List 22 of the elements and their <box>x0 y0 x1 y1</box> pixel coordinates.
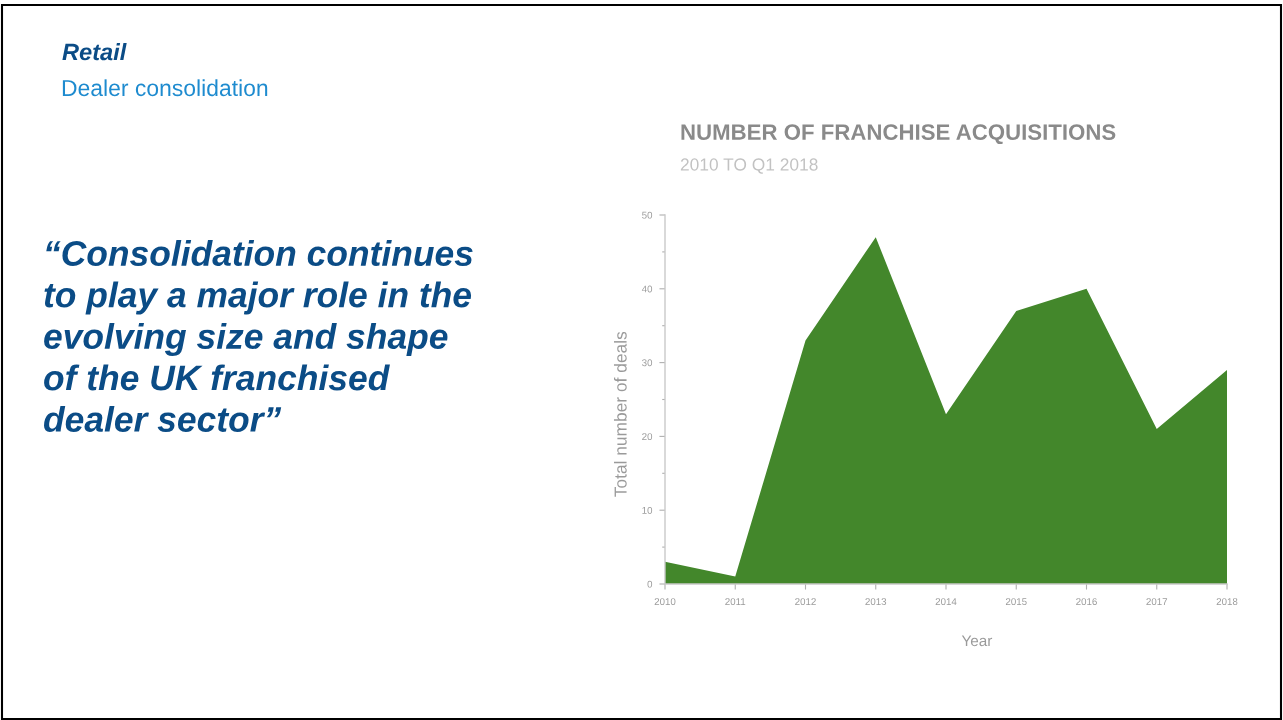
x-tick-label: 2012 <box>795 598 816 606</box>
x-tick-label: 2015 <box>1005 598 1027 606</box>
x-tick-label: 2010 <box>654 598 676 606</box>
y-axis-title: Total number of deals <box>613 331 627 497</box>
y-tick-label: 0 <box>647 580 653 588</box>
y-tick-label: 40 <box>641 285 653 293</box>
y-tick-label: 10 <box>642 506 653 514</box>
x-tick-label: 2018 <box>1216 598 1238 606</box>
x-tick-label: 2017 <box>1146 598 1168 606</box>
chart-subtitle: 2010 TO Q1 2018 <box>680 158 818 174</box>
y-tick-label: 20 <box>642 433 653 441</box>
y-tick-label: 30 <box>642 359 653 367</box>
x-tick-label: 2014 <box>935 598 957 606</box>
x-tick-label: 2013 <box>865 598 887 606</box>
x-axis-title: Year <box>961 635 993 647</box>
chart-title: NUMBER OF FRANCHISE ACQUISITIONS <box>681 124 1116 145</box>
text: Dealer consolidation <box>62 79 268 97</box>
x-tick-label: 2016 <box>1076 598 1097 606</box>
text: “Consolidation continues to play a major role in the evolving size and shape of the UK franchised dealer sector” <box>44 240 473 432</box>
y-tick-label: 50 <box>642 211 653 219</box>
text: Retail <box>62 43 127 61</box>
x-tick-label: 2011 <box>725 598 746 606</box>
